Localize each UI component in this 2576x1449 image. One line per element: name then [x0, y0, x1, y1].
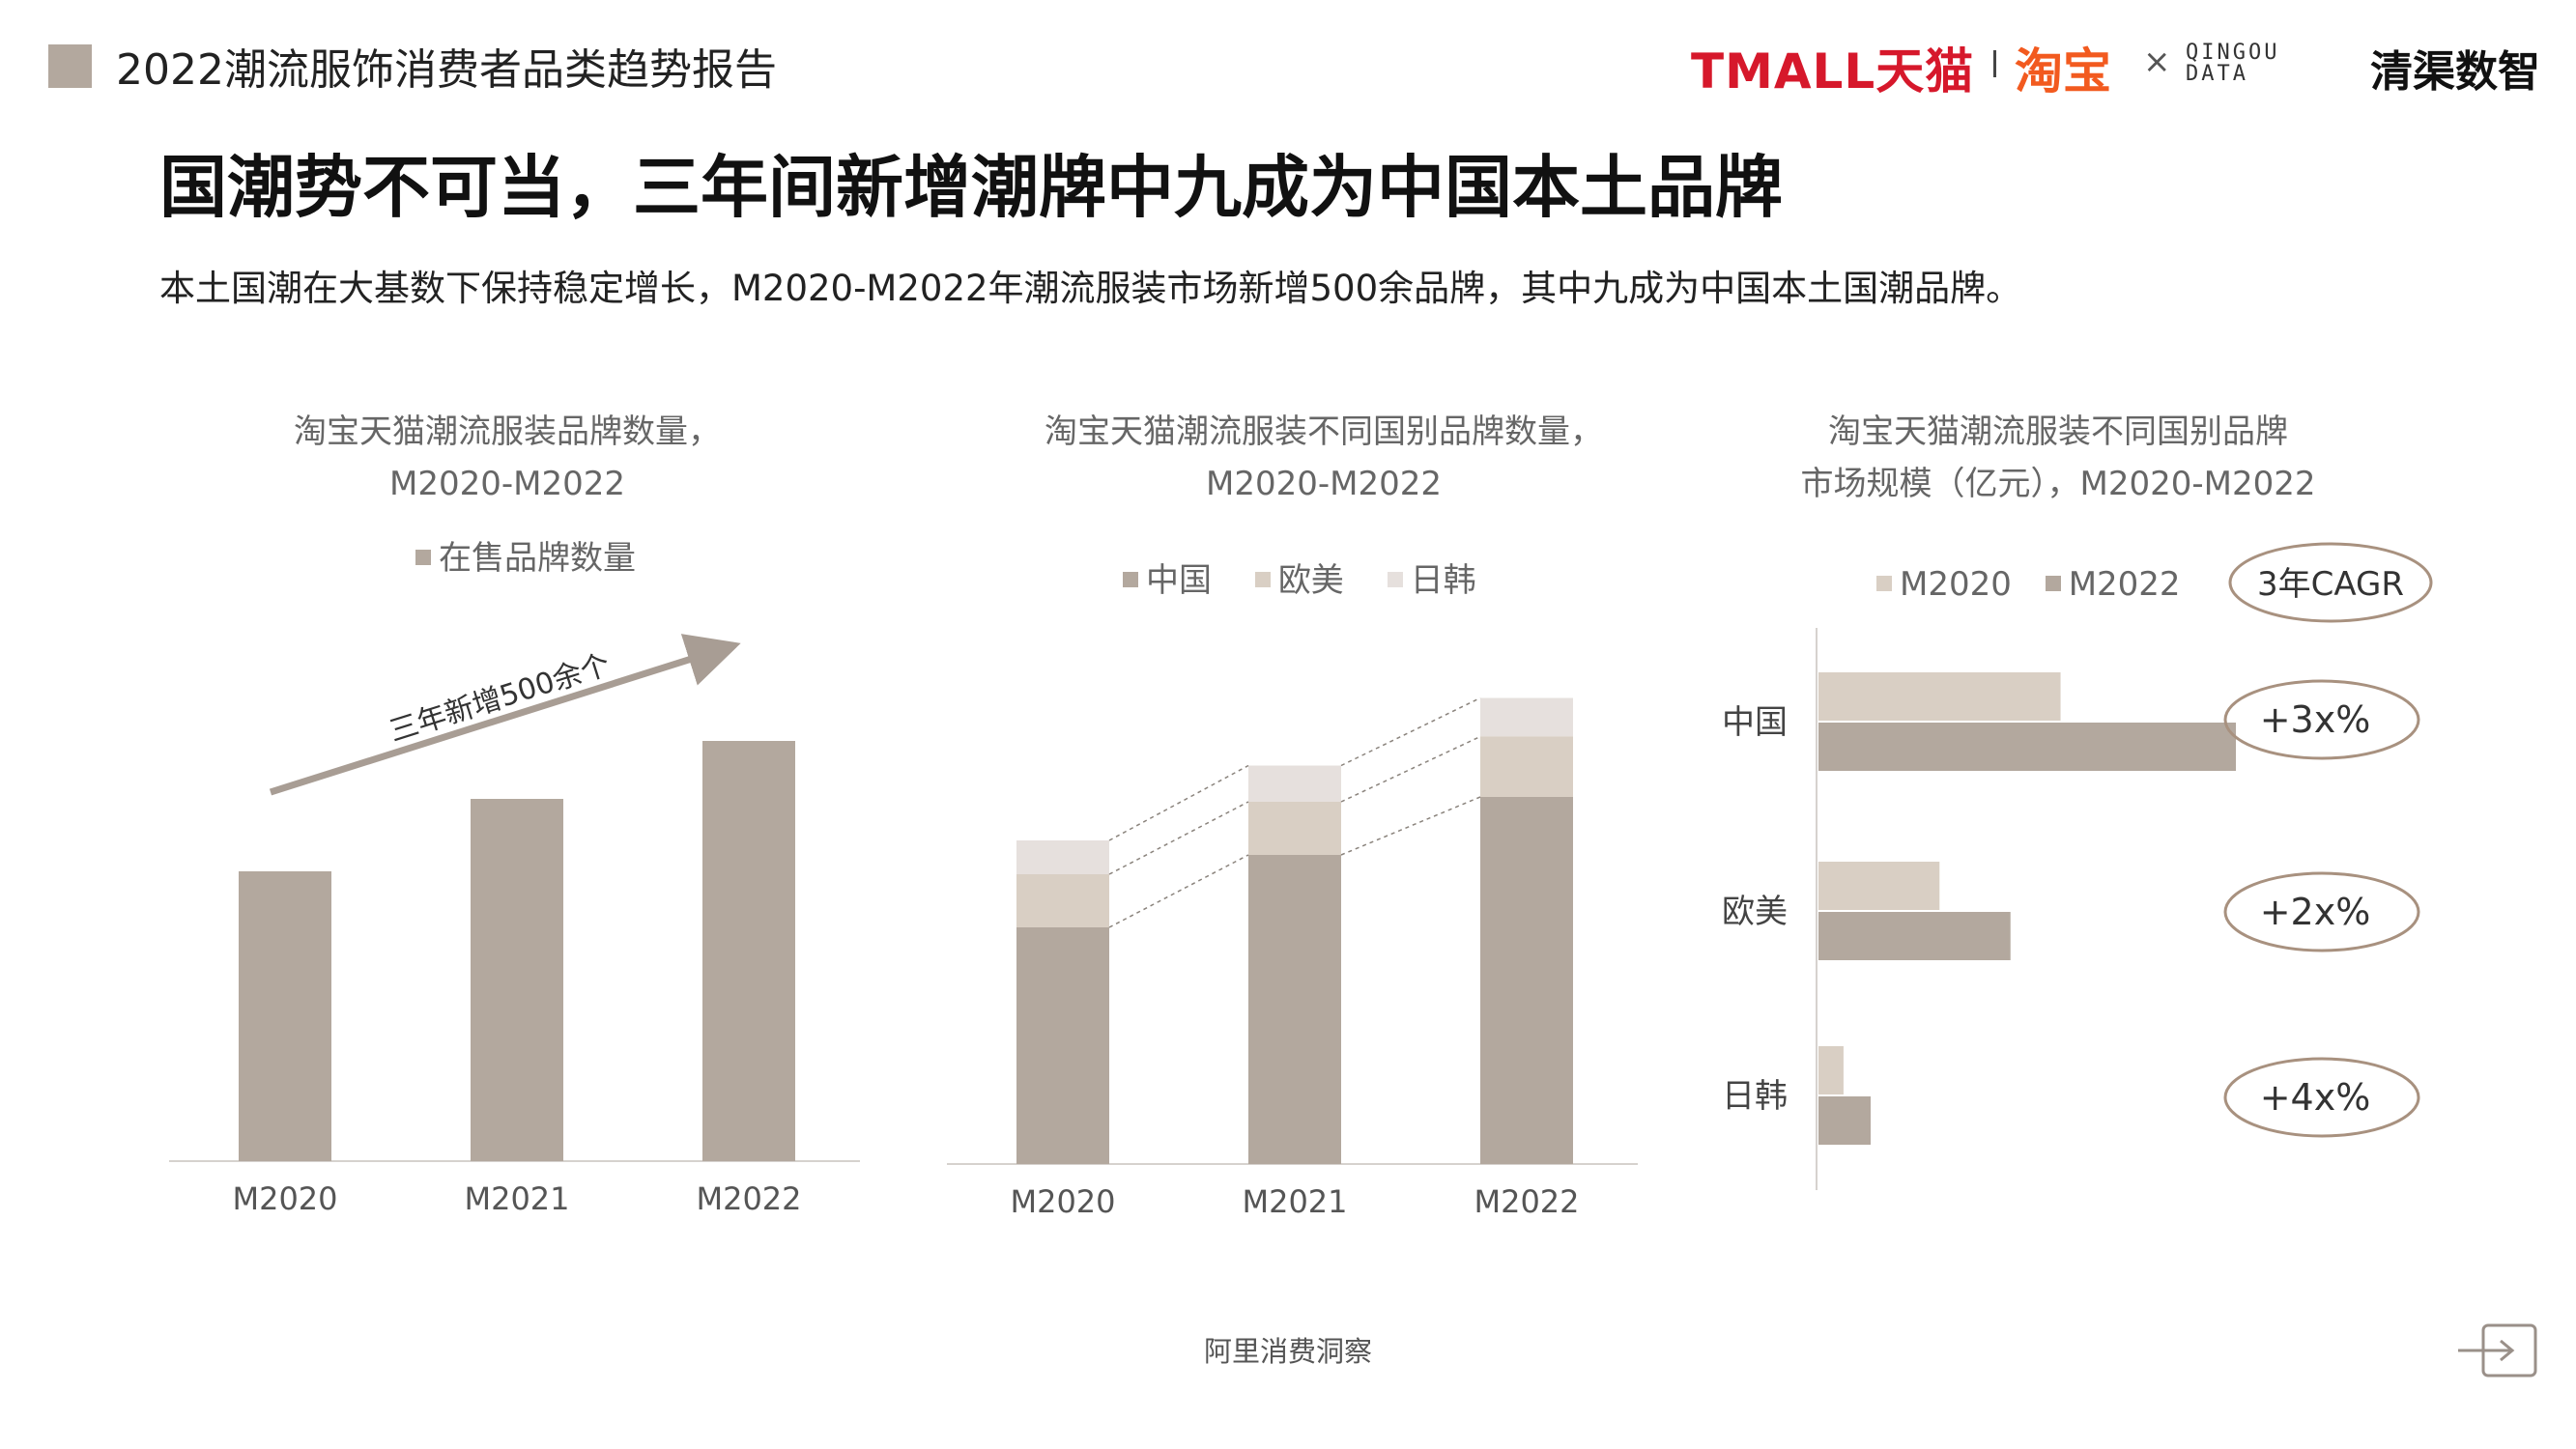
chart3-legend-label-m2020: M2020 — [1900, 565, 2012, 604]
chart3-cagr-ellipse — [2223, 871, 2420, 952]
chart2-legend-label-china: 中国 — [1146, 561, 1212, 600]
chart1-title: 淘宝天猫潮流服装品牌数量， M2020-M2022 — [193, 406, 821, 510]
page-subtitle: 本土国潮在大基数下保持稳定增长，M2020-M2022年潮流服装市场新增500余… — [159, 268, 2022, 309]
chart3-y-tick-label: 欧美 — [1722, 893, 1788, 931]
chart3-legend-swatch-m2022 — [2045, 575, 2061, 591]
chart3-title: 淘宝天猫潮流服装不同国别品牌 市场规模（亿元），M2020-M2022 — [1730, 406, 2387, 510]
export-icon[interactable] — [2454, 1320, 2541, 1381]
chart1-legend-swatch — [415, 549, 431, 565]
chart2-legend-swatch-jpkr — [1387, 571, 1403, 587]
chart2-bar-m2020-jpkr — [1016, 840, 1109, 874]
chart3-cagr-ellipse — [2223, 1057, 2420, 1138]
chart2-legend-item-jpkr: 日韩 — [1387, 561, 1476, 600]
chart3-y-tick-label: 日韩 — [1722, 1077, 1788, 1116]
qingdou-logo-line2: DATA — [2186, 62, 2248, 86]
chart2-connector-line — [1108, 801, 1249, 875]
chart3-title-line2: 市场规模（亿元），M2020-M2022 — [1800, 465, 2316, 503]
chart3-y-tick-label: 中国 — [1722, 703, 1788, 742]
chart1-legend-label: 在售品牌数量 — [439, 539, 636, 578]
report-title: 2022潮流服饰消费者品类趋势报告 — [116, 45, 777, 95]
chart1-bar-m2020 — [239, 871, 331, 1161]
chart2-bar-m2021-jpkr — [1248, 765, 1341, 802]
qingdou-logo-line1: QINGOU — [2186, 41, 2280, 65]
chart2-x-tick-label: M2021 — [1242, 1183, 1347, 1220]
chart3-bar-west-m2020 — [1818, 862, 1940, 910]
qingqu-logo: 清渠数智 — [2370, 47, 2540, 97]
chart2-x-tick-label: M2020 — [1010, 1183, 1115, 1220]
chart2-bar-m2020-west — [1016, 874, 1109, 927]
chart2-bar-m2021-west — [1248, 802, 1341, 855]
chart1-x-tick-label: M2020 — [232, 1180, 337, 1217]
tmall-logo: TMALL天猫 — [1691, 43, 1975, 99]
chart2-legend-item-west: 欧美 — [1254, 561, 1344, 600]
chart1-trend-arrow — [269, 634, 741, 796]
chart2-bar-m2020-china — [1016, 927, 1109, 1164]
chart1-trend-annotation: 三年新增500余个 — [386, 648, 615, 750]
chart1-title-line1: 淘宝天猫潮流服装品牌数量， — [294, 412, 721, 451]
chart3-title-line1: 淘宝天猫潮流服装不同国别品牌 — [1828, 412, 2288, 451]
chart1-bar-m2021 — [471, 799, 563, 1161]
chart3-bar-china-m2020 — [1818, 672, 2061, 721]
chart3-legend-swatch-m2020 — [1876, 575, 1892, 591]
chart2-connector-line — [1108, 854, 1249, 928]
logo-times-sign: × — [2143, 43, 2171, 81]
page-title: 国潮势不可当，三年间新增潮牌中九成为中国本土品牌 — [159, 148, 1783, 227]
chart3-bar-west-m2022 — [1818, 912, 2011, 960]
chart3-bar-china-m2022 — [1818, 723, 2236, 771]
chart2-connector-line — [1340, 796, 1481, 856]
chart3-legend-item-m2022: M2022 — [2045, 565, 2181, 604]
footer-source: 阿里消费洞察 — [1203, 1335, 1372, 1368]
chart2-legend-item-china: 中国 — [1123, 561, 1212, 600]
chart2-bar-m2022-jpkr — [1480, 697, 1573, 737]
chart3-cagr-header: 3年CAGR — [2257, 565, 2404, 604]
chart2-title-line2: M2020-M2022 — [1206, 465, 1442, 503]
chart1-x-tick-label: M2021 — [464, 1180, 569, 1217]
chart3-cagr-value: +2x% — [2260, 891, 2371, 933]
chart2-title-line1: 淘宝天猫潮流服装不同国别品牌数量， — [1045, 412, 1603, 451]
chart2-title: 淘宝天猫潮流服装不同国别品牌数量， M2020-M2022 — [966, 406, 1681, 510]
taobao-logo: 淘宝 — [2015, 43, 2111, 99]
chart2-bar-m2021-china — [1248, 855, 1341, 1164]
chart2-bar-m2022-china — [1480, 797, 1573, 1164]
chart2-x-tick-label: M2022 — [1474, 1183, 1579, 1220]
chart2-legend-label-west: 欧美 — [1277, 561, 1344, 600]
chart2-legend-swatch-china — [1123, 571, 1138, 587]
chart2-legend: 中国 欧美 日韩 — [1123, 554, 1509, 601]
chart3-cagr-value: +4x% — [2260, 1076, 2371, 1119]
chart3-cagr-ellipse — [2223, 679, 2420, 760]
header-square-marker — [48, 44, 92, 88]
chart1-bar-m2022 — [702, 741, 795, 1161]
chart3-bar-jpkr-m2022 — [1818, 1096, 1871, 1145]
qingdou-data-logo: QINGOU DATA — [2186, 43, 2279, 85]
chart1-legend: 在售品牌数量 — [415, 531, 636, 579]
chart2-legend-swatch-west — [1254, 571, 1271, 587]
chart2-connector-line — [1340, 735, 1481, 803]
chart3-legend-item-m2020: M2020 — [1876, 565, 2012, 604]
chart1-brand-count: 三年新增500余个 M2020 M2021 M2022 — [169, 634, 860, 1217]
chart3-legend-label-m2022: M2022 — [2068, 565, 2181, 604]
chart3-market-size-by-origin: 3年CAGR 中国 +3x% 欧美 +2x% 日韩 +4x% — [1722, 542, 2433, 1190]
chart3-legend: M2020 M2022 — [1876, 565, 2214, 604]
chart3-bar-jpkr-m2020 — [1818, 1046, 1844, 1094]
chart2-legend-label-jpkr: 日韩 — [1410, 561, 1476, 600]
chart2-connector-line — [1108, 764, 1249, 841]
chart1-x-tick-label: M2022 — [696, 1180, 801, 1217]
chart3-cagr-header-ellipse — [2228, 542, 2433, 623]
chart3-cagr-value: +3x% — [2260, 698, 2371, 741]
chart1-title-line2: M2020-M2022 — [389, 465, 625, 503]
chart2-brands-by-origin: M2020 M2021 M2022 — [947, 696, 1638, 1220]
chart2-connector-line — [1340, 696, 1481, 767]
chart2-bar-m2022-west — [1480, 736, 1573, 797]
logo-separator — [1993, 50, 1996, 77]
